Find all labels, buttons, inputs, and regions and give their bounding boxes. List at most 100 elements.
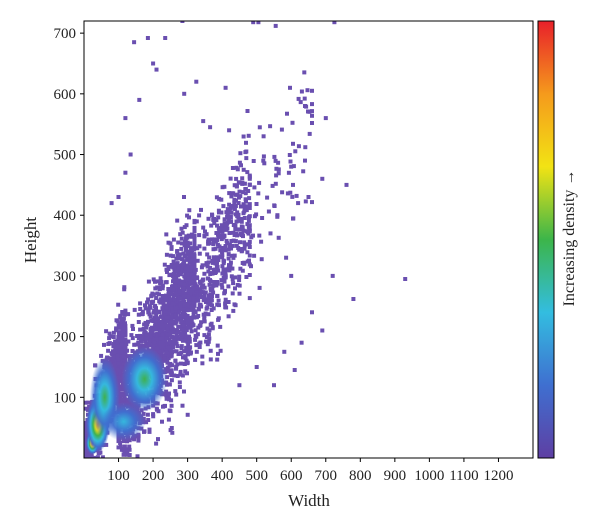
scatter-point bbox=[229, 244, 234, 249]
scatter-point bbox=[173, 306, 178, 311]
scatter-point bbox=[185, 321, 190, 326]
scatter-point bbox=[176, 266, 181, 271]
scatter-point bbox=[181, 355, 185, 360]
scatter-point bbox=[192, 229, 197, 234]
scatter-point bbox=[247, 296, 252, 301]
scatter-point bbox=[186, 299, 191, 304]
scatter-point bbox=[280, 190, 285, 195]
scatter-point bbox=[262, 161, 267, 166]
scatter-point bbox=[178, 361, 183, 366]
scatter-point bbox=[181, 251, 186, 256]
scatter-point bbox=[202, 314, 207, 319]
scatter-point bbox=[320, 176, 325, 181]
scatter-point bbox=[172, 335, 177, 340]
scatter-point bbox=[222, 184, 227, 189]
scatter-point bbox=[140, 309, 145, 314]
scatter-point bbox=[182, 91, 187, 96]
scatter-point bbox=[151, 61, 156, 66]
scatter-point bbox=[169, 245, 174, 250]
scatter-point bbox=[173, 290, 178, 295]
scatter-point bbox=[169, 398, 174, 403]
scatter-point bbox=[241, 134, 246, 139]
scatter-point bbox=[192, 299, 197, 303]
scatter-point bbox=[164, 252, 169, 257]
scatter-point bbox=[233, 227, 238, 232]
scatter-point bbox=[220, 227, 225, 231]
scatter-point bbox=[291, 141, 295, 146]
scatter-point bbox=[166, 315, 171, 320]
scatter-point bbox=[171, 295, 176, 300]
scatter-point bbox=[259, 239, 264, 244]
scatter-point bbox=[114, 345, 119, 350]
scatter-point bbox=[198, 340, 203, 345]
scatter-point bbox=[189, 277, 194, 282]
scatter-point bbox=[202, 317, 207, 322]
scatter-point bbox=[177, 252, 182, 257]
scatter-point bbox=[179, 332, 183, 337]
scatter-point bbox=[122, 287, 127, 292]
scatter-point bbox=[171, 259, 176, 264]
scatter-point bbox=[121, 337, 125, 342]
scatter-point bbox=[111, 330, 116, 335]
scatter-point bbox=[154, 334, 158, 339]
scatter-point bbox=[303, 158, 307, 163]
scatter-point bbox=[276, 167, 281, 172]
scatter-point bbox=[227, 202, 232, 207]
scatter-point bbox=[173, 389, 178, 394]
scatter-point bbox=[172, 262, 177, 267]
scatter-point bbox=[245, 109, 250, 113]
scatter-point bbox=[165, 344, 170, 349]
scatter-point bbox=[182, 389, 186, 394]
scatter-point bbox=[153, 327, 158, 331]
scatter-point bbox=[167, 337, 172, 342]
scatter-point bbox=[225, 220, 230, 225]
scatter-point bbox=[108, 334, 113, 339]
scatter-point bbox=[126, 312, 131, 317]
scatter-point bbox=[193, 337, 198, 342]
scatter-point bbox=[192, 239, 197, 244]
scatter-point bbox=[169, 291, 174, 296]
scatter-point bbox=[203, 311, 208, 316]
scatter-point bbox=[210, 259, 215, 263]
x-tick-label: 500 bbox=[245, 468, 268, 484]
scatter-point bbox=[136, 320, 141, 324]
scatter-point bbox=[185, 235, 190, 240]
scatter-point bbox=[174, 341, 179, 346]
scatter-point bbox=[193, 328, 198, 333]
scatter-point bbox=[302, 96, 307, 101]
scatter-point bbox=[310, 88, 314, 93]
scatter-point bbox=[219, 210, 224, 215]
scatter-point bbox=[135, 454, 140, 458]
scatter-point bbox=[166, 267, 171, 271]
scatter-point bbox=[215, 267, 219, 272]
scatter-point bbox=[240, 176, 245, 181]
scatter-point bbox=[171, 330, 176, 335]
scatter-point bbox=[246, 218, 251, 223]
scatter-point bbox=[210, 237, 214, 242]
scatter-point bbox=[193, 357, 198, 362]
scatter-point bbox=[282, 349, 287, 354]
scatter-point bbox=[240, 180, 245, 185]
scatter-point bbox=[261, 154, 266, 159]
scatter-point bbox=[303, 145, 308, 150]
scatter-point bbox=[173, 275, 177, 279]
scatter-point bbox=[130, 336, 135, 341]
scatter-point bbox=[165, 318, 170, 322]
scatter-point bbox=[288, 190, 293, 195]
scatter-point bbox=[168, 320, 173, 325]
scatter-point bbox=[238, 194, 243, 199]
scatter-point bbox=[163, 309, 168, 314]
scatter-point bbox=[166, 287, 171, 291]
scatter-point bbox=[160, 294, 165, 298]
scatter-point bbox=[123, 170, 128, 175]
scatter-point bbox=[201, 119, 206, 124]
y-tick-label: 400 bbox=[54, 208, 77, 224]
scatter-point bbox=[154, 296, 159, 300]
scatter-point bbox=[200, 278, 205, 283]
scatter-point bbox=[244, 275, 249, 279]
scatter-point bbox=[247, 202, 252, 207]
scatter-point bbox=[310, 200, 314, 205]
scatter-point bbox=[192, 220, 197, 225]
scatter-point bbox=[143, 303, 147, 308]
scatter-point bbox=[131, 327, 135, 331]
